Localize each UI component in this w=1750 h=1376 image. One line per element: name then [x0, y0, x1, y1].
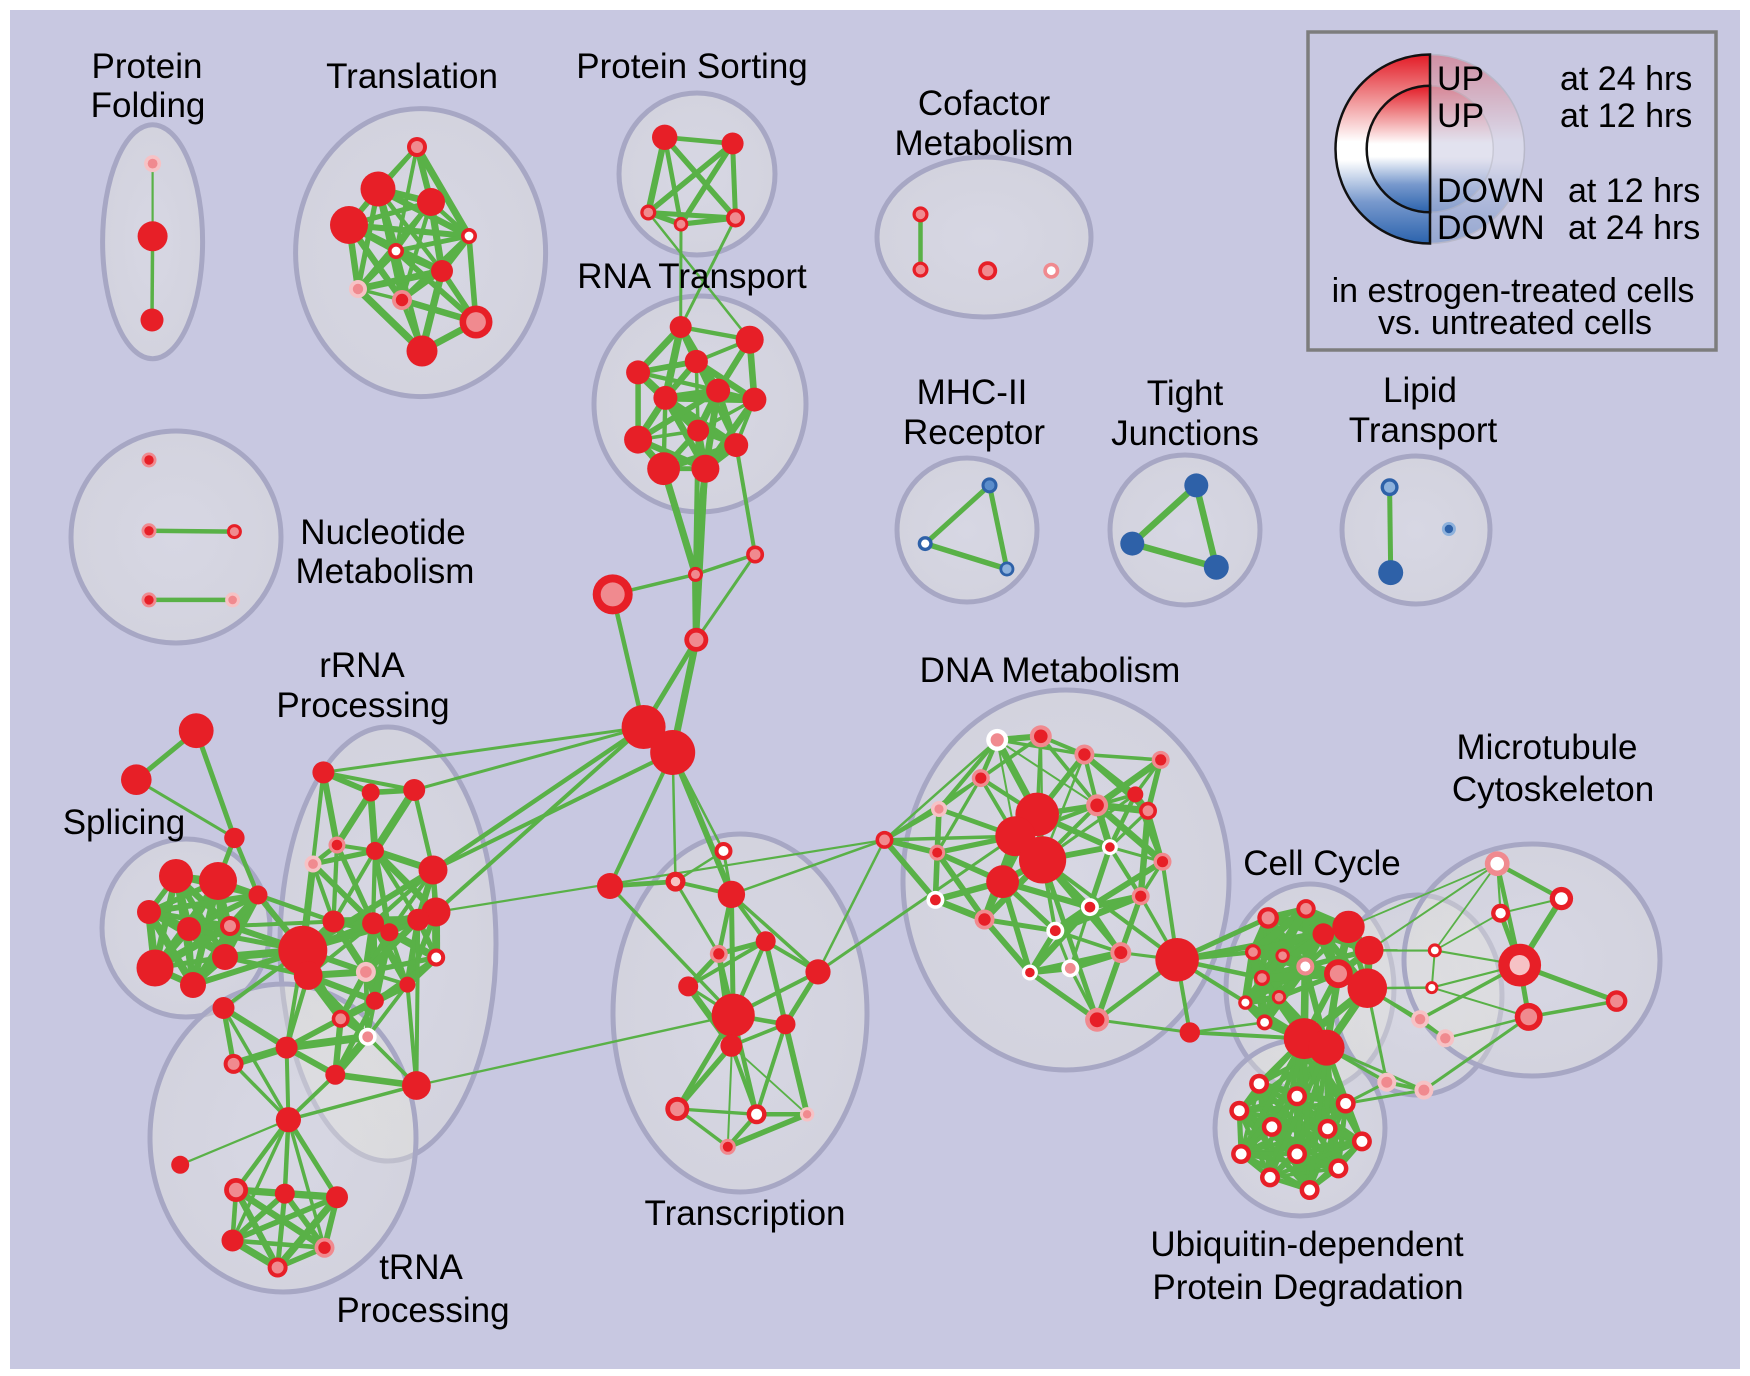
svg-text:MHC-II: MHC-II: [917, 373, 1028, 412]
svg-text:Cell Cycle: Cell Cycle: [1243, 844, 1401, 883]
svg-text:Metabolism: Metabolism: [296, 552, 475, 591]
svg-text:Protein: Protein: [92, 47, 203, 86]
svg-text:Transcription: Transcription: [645, 1194, 846, 1233]
svg-text:Protein Sorting: Protein Sorting: [576, 47, 808, 86]
svg-text:Processing: Processing: [276, 686, 449, 725]
svg-text:at 24 hrs: at 24 hrs: [1560, 60, 1692, 98]
svg-text:Ubiquitin-dependent: Ubiquitin-dependent: [1150, 1225, 1464, 1264]
svg-text:Junctions: Junctions: [1111, 414, 1259, 453]
svg-text:Translation: Translation: [326, 57, 498, 96]
svg-text:in estrogen-treated cells: in estrogen-treated cells: [1332, 272, 1695, 310]
svg-text:Nucleotide: Nucleotide: [300, 513, 465, 552]
svg-text:at 12 hrs: at 12 hrs: [1560, 97, 1692, 135]
svg-text:DNA Metabolism: DNA Metabolism: [920, 651, 1181, 690]
svg-text:Microtubule: Microtubule: [1457, 728, 1638, 767]
svg-text:Protein Degradation: Protein Degradation: [1152, 1268, 1463, 1307]
svg-text:vs. untreated cells: vs. untreated cells: [1378, 304, 1652, 342]
svg-text:Splicing: Splicing: [63, 803, 186, 842]
svg-text:Folding: Folding: [91, 86, 206, 125]
svg-text:RNA Transport: RNA Transport: [577, 257, 807, 296]
svg-text:UP: UP: [1437, 60, 1484, 98]
svg-text:Tight: Tight: [1147, 374, 1224, 413]
svg-text:Lipid: Lipid: [1383, 371, 1457, 410]
svg-text:UP: UP: [1437, 97, 1484, 135]
svg-text:at 12 hrs: at 12 hrs: [1568, 172, 1700, 210]
svg-text:Metabolism: Metabolism: [895, 124, 1074, 163]
svg-text:at 24 hrs: at 24 hrs: [1568, 209, 1700, 247]
svg-text:rRNA: rRNA: [319, 646, 405, 685]
svg-text:tRNA: tRNA: [379, 1248, 463, 1287]
svg-text:Cofactor: Cofactor: [918, 84, 1051, 123]
svg-text:Processing: Processing: [336, 1291, 509, 1330]
svg-text:Receptor: Receptor: [903, 413, 1045, 452]
svg-text:Transport: Transport: [1349, 411, 1498, 450]
svg-text:Cytoskeleton: Cytoskeleton: [1452, 770, 1654, 809]
svg-text:DOWN: DOWN: [1437, 172, 1545, 210]
svg-text:DOWN: DOWN: [1437, 209, 1545, 247]
